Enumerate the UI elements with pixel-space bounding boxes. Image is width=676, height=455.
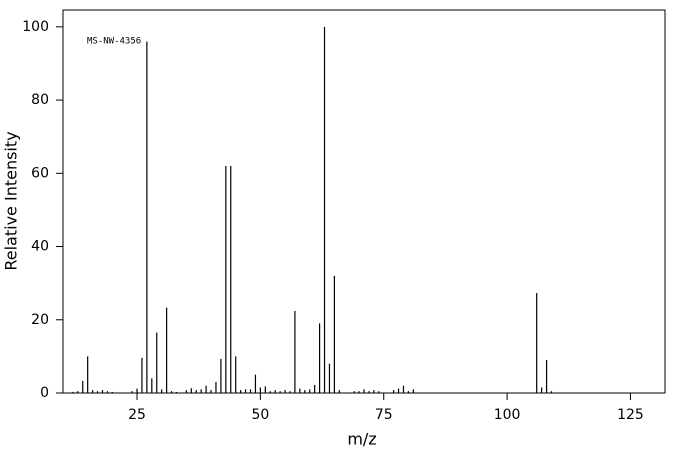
x-tick-label: 100 [494,407,521,423]
x-tick-label: 75 [375,407,393,423]
y-tick-label: 100 [22,19,49,35]
y-tick-label: 0 [40,385,49,401]
y-axis-label: Relative Intensity [2,131,21,270]
y-tick-label: 40 [31,239,49,255]
x-tick-label: 50 [251,407,269,423]
y-tick-label: 60 [31,165,49,181]
plot-frame [62,9,666,394]
x-tick-label: 125 [617,407,644,423]
y-tick-label: 20 [31,312,49,328]
annotation: MS-NW-4356 [87,37,141,47]
x-tick-label: 25 [128,407,146,423]
x-axis-label: m/z [347,430,376,449]
y-tick-label: 80 [31,92,49,108]
